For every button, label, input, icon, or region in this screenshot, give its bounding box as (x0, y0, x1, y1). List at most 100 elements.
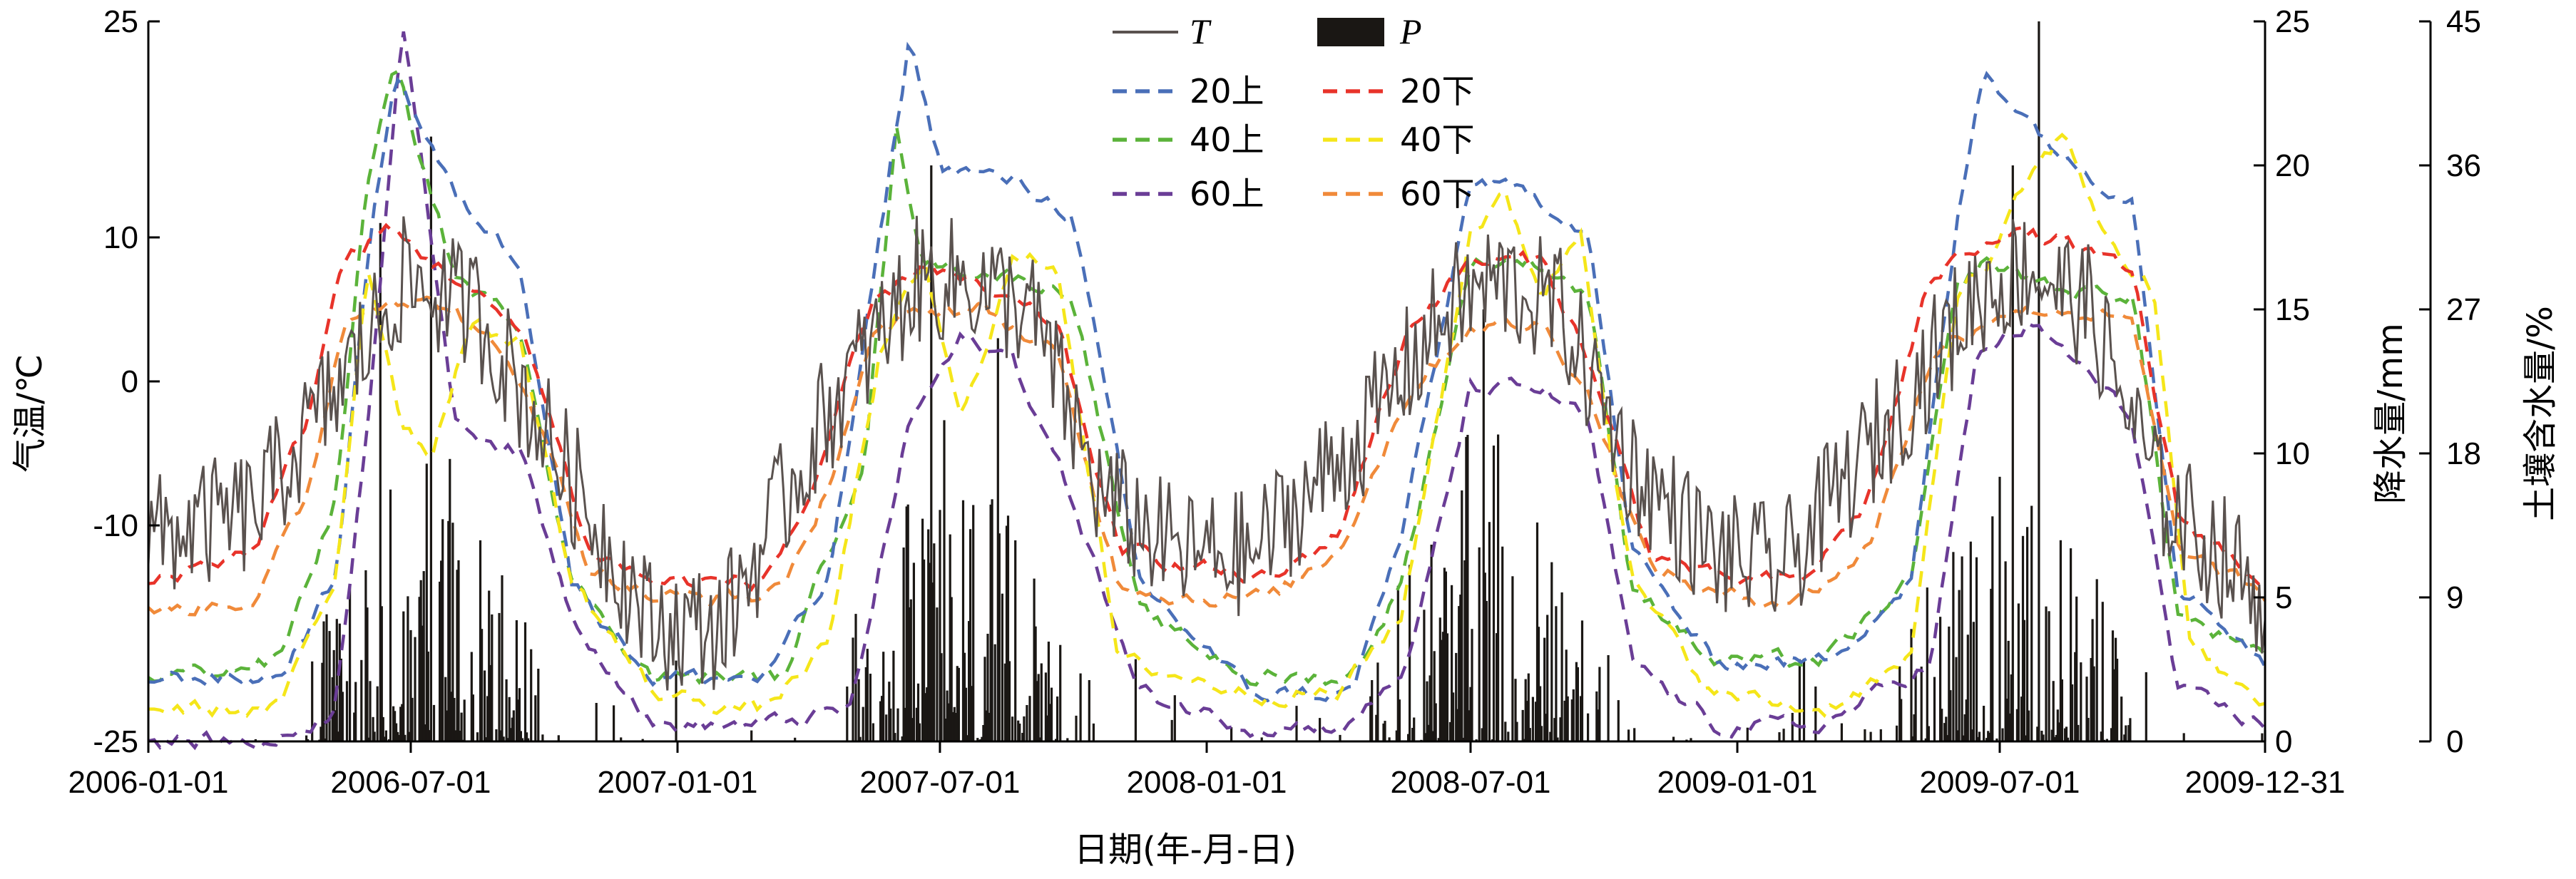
precip-bar (1407, 734, 1410, 741)
precip-bar (2261, 733, 2264, 741)
precip-bar (2020, 696, 2023, 741)
precip-bar (1555, 606, 1558, 741)
precip-bar (1990, 588, 1993, 741)
precip-bar (1956, 730, 1959, 741)
precip-bar (1504, 721, 1507, 741)
precip-bar (906, 504, 909, 741)
precip-bar (2026, 527, 2029, 741)
precip-bar (1017, 720, 1020, 741)
precip-bar (1230, 727, 1233, 741)
precip-bar (924, 693, 927, 741)
precip-bar (454, 730, 457, 741)
precip-bar (1466, 435, 1469, 741)
legend: T P 20上 20下 40上 40下 60上 60下 (1113, 11, 1475, 213)
precip-bar (1948, 626, 1951, 741)
precip-bar (936, 607, 939, 741)
precip-bar (993, 644, 996, 741)
precip-bar (1941, 709, 1943, 741)
precip-bar (432, 704, 436, 741)
precip-bar (1507, 731, 1510, 741)
precip-bar (1961, 556, 1963, 741)
precip-bar (530, 649, 533, 741)
precip-bar (1434, 703, 1437, 741)
precip-bar (419, 580, 422, 741)
legend-label: 40上 (1190, 120, 1264, 159)
precip-bar (521, 738, 524, 741)
precip-bar (852, 637, 854, 741)
precip-bar (1814, 687, 1817, 741)
precip-bar (1864, 729, 1866, 741)
precip-bar (1485, 601, 1488, 741)
y-left-tick-label: -25 (93, 724, 138, 759)
precip-bar (1488, 522, 1491, 741)
precip-bar (947, 703, 950, 741)
precip-bar (1802, 658, 1806, 741)
precip-bar (1458, 606, 1461, 741)
y-right2-tick-label: 9 (2446, 580, 2463, 615)
precip-bar (2095, 579, 2098, 741)
precip-bar (471, 694, 474, 741)
x-tick-label: 2009-12-31 (2184, 765, 2345, 800)
precip-bar (1563, 700, 1566, 741)
precip-bar (998, 533, 1001, 741)
precip-bar (1040, 663, 1043, 741)
legend-label: P (1399, 11, 1422, 51)
y-axis-left-title: 气温/℃ (10, 354, 50, 473)
precip-bar (1468, 710, 1471, 741)
precip-bar (1483, 572, 1486, 741)
precip-bar (453, 698, 456, 741)
precip-bar (1972, 622, 1975, 741)
precip-bar (1521, 709, 1524, 741)
precip-bar (1376, 662, 1379, 741)
precip-bar (2001, 728, 2004, 741)
precip-bar (2052, 681, 2055, 741)
precip-bar (491, 614, 494, 741)
precip-bar (1543, 637, 1546, 741)
precip-bar (1782, 729, 1785, 741)
y-right1-tick-label: 15 (2275, 292, 2310, 327)
precip-bar (862, 706, 864, 741)
precip-bar (2011, 165, 2014, 741)
precip-bar (1375, 714, 1378, 741)
precip-bar (794, 737, 797, 741)
precip-bar (489, 664, 492, 741)
precip-bar (459, 731, 461, 741)
precip-bar (864, 667, 867, 741)
precip-bar (2110, 728, 2113, 741)
series-line-20下 (148, 222, 2266, 592)
precip-bar (943, 420, 946, 741)
precip-bar (2092, 666, 2095, 741)
precip-bar (2007, 640, 2010, 741)
precip-bar (311, 661, 314, 741)
precip-bar (2075, 596, 2078, 741)
precip-bar (1598, 667, 1601, 741)
precip-bar (2120, 696, 2123, 741)
precip-bar (859, 736, 862, 741)
precip-bar (2125, 725, 2127, 741)
precip-bar (1966, 634, 1969, 741)
precip-bar (337, 731, 339, 741)
precip-bar (1037, 674, 1040, 741)
precip-bar (1018, 724, 1021, 741)
precip-bar (923, 559, 926, 741)
legend-item-20上: 20上 (1113, 72, 1264, 110)
y-right2-tick-label: 45 (2446, 4, 2481, 39)
precip-bar (1497, 434, 1500, 741)
precip-bar (2059, 540, 2062, 741)
precip-bar (1459, 595, 1462, 741)
precip-bar (950, 597, 953, 741)
precip-bar (1396, 585, 1399, 741)
precip-bar (2063, 728, 2067, 741)
precip-bar (902, 548, 905, 741)
precip-bar (750, 730, 753, 741)
precip-bar (904, 707, 906, 741)
precip-bar (1059, 644, 1062, 741)
precip-bar (557, 735, 560, 741)
precip-bar (916, 683, 920, 741)
precip-bar (969, 529, 972, 741)
precip-bar (447, 520, 450, 741)
precip-bar (421, 625, 424, 741)
precip-bar (1088, 680, 1090, 741)
precip-bar (1134, 659, 1137, 741)
precip-bar (1388, 737, 1391, 741)
